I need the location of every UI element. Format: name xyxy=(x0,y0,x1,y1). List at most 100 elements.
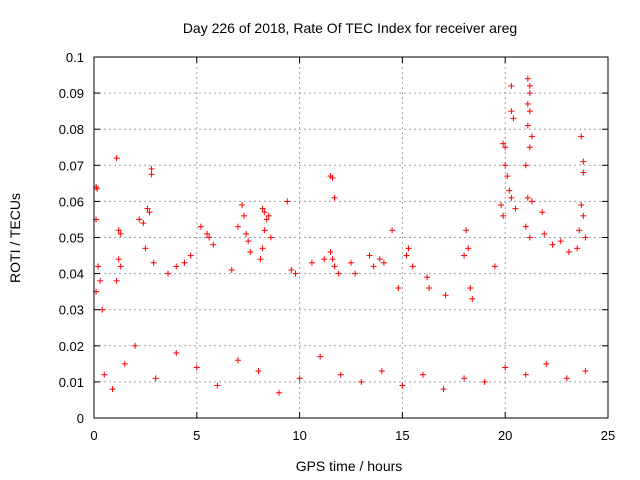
data-point xyxy=(210,241,217,248)
data-point xyxy=(376,256,383,263)
data-point xyxy=(405,245,412,252)
y-tick-label: 0.02 xyxy=(59,339,84,354)
data-point xyxy=(426,285,433,292)
data-point xyxy=(528,198,535,205)
data-point xyxy=(239,202,246,209)
x-axis-label: GPS time / hours xyxy=(296,458,403,474)
data-point xyxy=(181,259,188,266)
data-point xyxy=(465,245,472,252)
data-point xyxy=(193,364,200,371)
x-tick-label: 25 xyxy=(601,428,615,443)
x-tick-label: 10 xyxy=(292,428,306,443)
data-point xyxy=(580,169,587,176)
data-point xyxy=(296,375,303,382)
data-point xyxy=(395,285,402,292)
data-point xyxy=(234,357,241,364)
data-point xyxy=(512,205,519,212)
data-point xyxy=(500,212,507,219)
data-point xyxy=(524,122,531,129)
data-point xyxy=(117,230,124,237)
data-point xyxy=(502,144,509,151)
data-point xyxy=(257,256,264,263)
data-point xyxy=(526,234,533,241)
data-point xyxy=(197,223,204,230)
data-point xyxy=(522,223,529,230)
data-point xyxy=(409,263,416,270)
y-tick-label: 0 xyxy=(77,411,84,426)
data-point xyxy=(524,75,531,82)
data-point xyxy=(261,209,268,216)
y-tick-label: 0.09 xyxy=(59,86,84,101)
axes: 0 5 10 15 20 25 0 0.01 0.02 0.03 0.04 0.05 0.06 0.07 0… xyxy=(59,50,616,443)
data-point xyxy=(243,230,250,237)
data-point xyxy=(549,241,556,248)
data-point xyxy=(366,252,373,259)
data-point xyxy=(580,212,587,219)
data-point xyxy=(424,274,431,281)
data-point xyxy=(321,256,328,263)
x-tick-label: 20 xyxy=(498,428,512,443)
data-point xyxy=(187,252,194,259)
data-point xyxy=(498,202,505,209)
data-point xyxy=(461,252,468,259)
data-point xyxy=(358,378,365,385)
data-point xyxy=(419,371,426,378)
data-point xyxy=(389,227,396,234)
data-point xyxy=(144,205,151,212)
data-point xyxy=(463,227,470,234)
data-point xyxy=(557,238,564,245)
data-point xyxy=(97,277,104,284)
data-point xyxy=(263,216,270,223)
data-point xyxy=(481,378,488,385)
data-point xyxy=(510,115,517,122)
data-point xyxy=(267,234,274,241)
data-point xyxy=(115,256,122,263)
y-tick-label: 0.08 xyxy=(59,122,84,137)
data-point xyxy=(399,382,406,389)
data-point xyxy=(582,368,589,375)
data-point xyxy=(109,386,116,393)
data-point xyxy=(255,368,262,375)
data-point xyxy=(528,133,535,140)
data-point xyxy=(331,194,338,201)
y-tick-label: 0.04 xyxy=(59,267,84,282)
data-point xyxy=(99,306,106,313)
data-point xyxy=(259,245,266,252)
data-point xyxy=(508,194,515,201)
data-point xyxy=(261,227,268,234)
data-point xyxy=(142,245,149,252)
data-point xyxy=(442,292,449,299)
data-point xyxy=(247,248,254,255)
scatter-points xyxy=(93,75,589,396)
data-point xyxy=(524,100,531,107)
data-point xyxy=(578,133,585,140)
data-point xyxy=(148,171,155,178)
data-point xyxy=(543,360,550,367)
data-point xyxy=(173,263,180,270)
data-point xyxy=(380,259,387,266)
data-point xyxy=(206,234,213,241)
data-point xyxy=(403,252,410,259)
data-point xyxy=(522,371,529,378)
data-point xyxy=(276,389,283,396)
data-point xyxy=(502,162,509,169)
x-tick-label: 15 xyxy=(395,428,409,443)
data-point xyxy=(317,353,324,360)
data-point xyxy=(469,295,476,302)
data-point xyxy=(115,227,122,234)
data-point xyxy=(113,277,120,284)
data-point xyxy=(234,223,241,230)
data-point xyxy=(329,174,336,181)
y-tick-label: 0.07 xyxy=(59,158,84,173)
data-point xyxy=(308,259,315,266)
data-point xyxy=(284,198,291,205)
data-point xyxy=(508,108,515,115)
data-point xyxy=(288,266,295,273)
data-point xyxy=(165,270,172,277)
data-point xyxy=(327,248,334,255)
grid-lines xyxy=(94,57,608,418)
data-point xyxy=(580,158,587,165)
y-axis-label: ROTI / TECUs xyxy=(7,193,23,283)
data-point xyxy=(132,342,139,349)
data-point xyxy=(574,245,581,252)
